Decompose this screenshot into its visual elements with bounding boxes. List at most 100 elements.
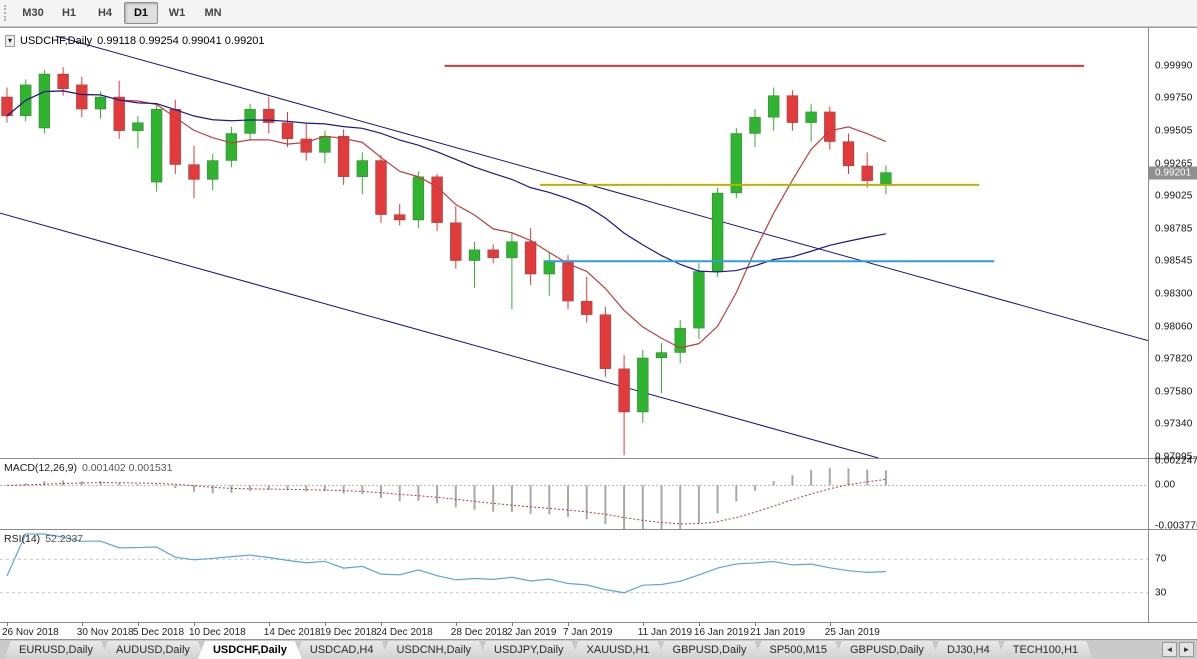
macd-name: MACD(12,26,9)	[4, 462, 77, 474]
tab-scroll-right-icon[interactable]: ►	[1179, 642, 1194, 657]
time-axis-tick	[7, 623, 8, 626]
time-axis-label: 11 Jan 2019	[637, 627, 693, 638]
symbol-tab-eurusd-daily[interactable]: EURUSD,Daily	[4, 641, 108, 659]
macd-values: 0.001402 0.001531	[81, 462, 173, 474]
timeframe-button-m30[interactable]: M30	[22, 7, 44, 19]
time-axis-label: 14 Dec 2018	[263, 627, 321, 638]
symbol-tab-usdjpy-daily[interactable]: USDJPY,Daily	[479, 641, 579, 659]
candle-2018-12-14	[263, 96, 275, 134]
time-axis[interactable]: 26 Nov 2018 30 Nov 2018 5 Dec 2018 10 Dec 2…	[0, 622, 1197, 640]
time-axis-label: 30 Nov 2018	[76, 627, 134, 638]
time-axis-tick	[81, 623, 83, 626]
candle-2018-12-27	[431, 174, 443, 231]
candle-2018-12-12	[225, 126, 238, 168]
candle-2019-01-21	[749, 109, 761, 147]
chart-window: ▾ USDCHF,Daily 0.99118 0.99254 0.99041 0…	[0, 27, 1197, 640]
candle-2018-12-03	[94, 91, 107, 119]
time-axis-label: 24 Dec 2018	[376, 627, 433, 638]
price-chart-canvas[interactable]	[0, 28, 1148, 458]
time-axis-label: 16 Jan 2019	[693, 627, 749, 638]
symbol-tab-audusd-daily[interactable]: AUDUSD,Daily	[101, 641, 205, 659]
candle-2018-12-31	[468, 241, 481, 288]
time-axis-label: 25 Jan 2019	[824, 627, 880, 638]
macd-pane-canvas[interactable]	[0, 459, 1148, 529]
time-axis-tick	[194, 623, 195, 626]
chart-tab-bar: EURUSD,Daily AUDUSD,Daily USDCHF,Daily USDC…	[0, 639, 1197, 659]
candle-2019-01-09	[599, 306, 612, 377]
symbol-tab-tech100-h1[interactable]: TECH100,H1	[998, 641, 1093, 659]
candle-2019-01-02	[506, 233, 518, 310]
pane-resize-handle-macd[interactable]	[0, 458, 1197, 459]
price-tick: 0.97340	[1155, 418, 1193, 430]
timeframe-button-d1[interactable]: D1	[124, 2, 158, 24]
candle-2019-01-18	[730, 128, 743, 199]
time-axis-tick	[698, 623, 700, 626]
candle-2018-12-21	[356, 152, 369, 195]
macd-signal-line	[6, 478, 886, 525]
timeframe-button-w1[interactable]: W1	[168, 7, 186, 19]
candle-2019-01-29	[861, 152, 873, 188]
price-tick: 0.98300	[1155, 288, 1193, 300]
candle-2018-12-11	[206, 153, 219, 191]
tab-scroll-controls: ◄ ►	[1162, 642, 1194, 657]
chart-menu-icon[interactable]: ▾	[5, 35, 16, 47]
time-axis-tick	[829, 623, 831, 626]
time-axis-label: 28 Dec 2018	[450, 627, 508, 638]
price-tick: 0.99990	[1155, 60, 1193, 72]
toolbar-grip[interactable]	[4, 5, 9, 21]
rsi-pane-canvas[interactable]	[0, 530, 1148, 622]
price-tick: 0.98060	[1155, 321, 1193, 333]
time-axis-tick	[137, 623, 139, 626]
candle-2019-01-30	[880, 165, 892, 195]
time-axis-label: 2 Jan 2019	[506, 627, 557, 638]
candle-2019-01-17	[711, 187, 724, 277]
candle-2019-01-03	[524, 228, 537, 285]
channel-lower-line[interactable]	[0, 212, 879, 458]
time-axis-label: 10 Dec 2018	[189, 627, 246, 638]
symbol-tab-gbpusd-daily[interactable]: GBPUSD,Daily	[835, 641, 939, 659]
time-axis-tick	[324, 623, 326, 626]
timeframe-toolbar: M30 H1 H4 D1 W1 MN	[0, 0, 1197, 27]
candle-2019-01-16	[693, 263, 705, 340]
rsi-line	[6, 533, 886, 594]
candle-2019-01-25	[824, 106, 836, 150]
macd-indicator-label: MACD(12,26,9) 0.001402 0.001531	[4, 462, 172, 474]
tab-scroll-left-icon[interactable]: ◄	[1162, 642, 1177, 657]
pane-resize-handle-rsi[interactable]	[0, 529, 1197, 530]
symbol-tab-dj30-h4[interactable]: DJ30,H4	[932, 641, 1005, 659]
candle-2019-01-15	[674, 320, 686, 364]
timeframe-buttons: M30 H1 H4 D1 W1 MN	[15, 2, 231, 24]
candle-2018-12-26	[412, 171, 425, 229]
timeframe-button-mn[interactable]: MN	[204, 7, 222, 19]
channel-upper-line[interactable]	[55, 35, 1148, 342]
candle-2019-01-28	[842, 133, 855, 175]
candle-2018-12-18	[300, 122, 312, 161]
symbol-tab-gbpusd-daily[interactable]: GBPUSD,Daily	[658, 641, 762, 659]
candle-2019-01-04	[543, 252, 556, 296]
symbol-tab-usdcad-h4[interactable]: USDCAD,H4	[295, 641, 389, 659]
time-axis-tick	[755, 623, 756, 626]
symbol-tab-usdchf-daily[interactable]: USDCHF,Daily	[198, 641, 302, 659]
candle-2018-11-30	[76, 76, 88, 118]
symbol-tab-sp500-m15[interactable]: SP500,M15	[754, 641, 841, 659]
candle-2019-01-08	[580, 276, 593, 323]
candle-2018-12-10	[188, 145, 200, 199]
rsi-name: RSI(14)	[4, 533, 41, 545]
candle-2018-11-26	[1, 87, 13, 123]
symbol-tab-xauusd-h1[interactable]: XAUUSD,H1	[572, 641, 665, 659]
chart-title: ▾ USDCHF,Daily 0.99118 0.99254 0.99041 0…	[5, 35, 265, 47]
current-price-badge: 0.99201	[1149, 166, 1197, 180]
moving-average-20	[6, 90, 887, 273]
candle-2018-12-06	[150, 103, 163, 192]
candle-2018-12-05	[132, 115, 144, 149]
time-axis-tick	[568, 623, 569, 626]
price-tick: 0.97580	[1155, 386, 1193, 398]
timeframe-button-h1[interactable]: H1	[61, 7, 77, 19]
macd-scale-tick: 0.00	[1155, 479, 1176, 491]
symbol-tab-usdcnh-daily[interactable]: USDCNH,Daily	[381, 641, 486, 659]
rsi-indicator-label: RSI(14) 52.2337	[4, 533, 83, 545]
price-tick: 0.99750	[1155, 92, 1193, 104]
candle-2018-12-25	[393, 203, 406, 226]
candle-2018-11-28	[38, 69, 51, 134]
timeframe-button-h4[interactable]: H4	[97, 7, 113, 19]
